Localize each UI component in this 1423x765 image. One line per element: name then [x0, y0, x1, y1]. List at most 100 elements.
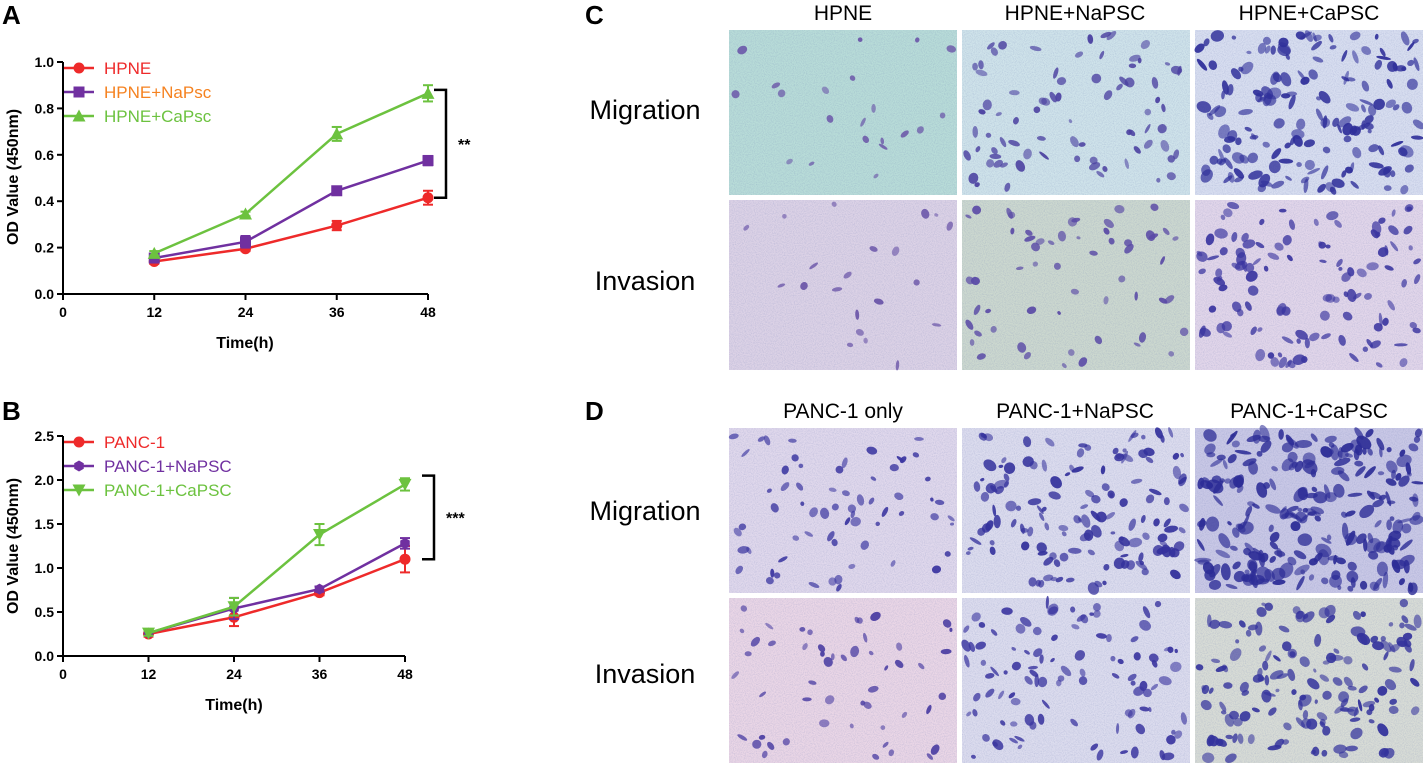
stained-cell	[1071, 466, 1084, 473]
stained-cell	[1329, 45, 1337, 50]
stained-cell	[1374, 520, 1382, 528]
stained-cell	[1322, 146, 1331, 154]
stained-cell	[1138, 332, 1147, 343]
stained-cell	[1263, 692, 1276, 697]
stained-cell	[1029, 721, 1037, 730]
stained-cell	[1407, 582, 1418, 596]
stained-cell	[1232, 527, 1240, 538]
stained-cell	[1301, 356, 1308, 363]
stained-cell	[1384, 265, 1394, 271]
stained-cell	[1307, 678, 1320, 690]
stained-cell	[1103, 227, 1110, 235]
stained-cell	[986, 159, 995, 168]
chart-a-series-1	[148, 189, 434, 268]
stained-cell	[1287, 505, 1299, 512]
stained-cell	[1231, 232, 1238, 242]
stained-cell	[1281, 306, 1291, 316]
stained-cell	[1374, 33, 1379, 40]
stained-cell	[1130, 478, 1143, 484]
stained-cell	[1307, 168, 1321, 175]
stained-cell	[1091, 73, 1102, 84]
stained-cell	[1391, 209, 1396, 217]
stained-cell	[1076, 236, 1081, 240]
chart-a-data-point	[422, 155, 434, 167]
stained-cell	[1279, 508, 1289, 520]
stained-cell	[1384, 245, 1389, 256]
stained-cell	[1350, 180, 1359, 189]
stained-cell	[1385, 478, 1397, 486]
stained-cell	[1106, 634, 1112, 643]
stained-cell	[782, 738, 790, 746]
stained-cell	[1116, 723, 1120, 734]
stained-cell	[863, 337, 868, 344]
chart-b-ytick-label: 2.0	[35, 472, 55, 488]
stained-cell	[1290, 521, 1301, 532]
stained-cell	[1224, 478, 1231, 484]
stained-cell	[974, 182, 980, 188]
stained-cell	[1219, 701, 1227, 712]
stained-cell	[1394, 343, 1408, 347]
stained-cell	[1231, 35, 1237, 40]
micrograph-grid	[728, 30, 1423, 764]
stained-cell	[1329, 449, 1334, 455]
stained-cell	[1401, 615, 1409, 624]
chart-b-legend-label: PANC-1+CaPSC	[104, 481, 232, 500]
stained-cell	[1349, 353, 1359, 363]
stained-cell	[1285, 175, 1292, 181]
stained-cell	[777, 89, 786, 98]
stained-cell	[870, 611, 881, 622]
stained-cell	[890, 560, 896, 567]
stained-cell	[733, 527, 742, 537]
stained-cell	[791, 454, 799, 462]
stained-cell	[1345, 530, 1356, 546]
stained-cell	[1166, 735, 1176, 745]
stained-cell	[967, 546, 974, 551]
stained-cell	[1091, 525, 1102, 538]
stained-cell	[1034, 674, 1040, 688]
chart-a-xtick-label: 24	[238, 304, 254, 320]
stained-cell	[1120, 553, 1129, 558]
stained-cell	[1038, 97, 1047, 105]
stained-cell	[836, 584, 842, 592]
stained-cell	[782, 213, 787, 219]
stained-cell	[1300, 176, 1310, 184]
stained-cell	[1108, 237, 1115, 245]
stained-cell	[983, 433, 994, 442]
chart-b-xlabel: Time(h)	[205, 697, 262, 714]
stained-cell	[966, 711, 972, 717]
stained-cell	[1198, 325, 1206, 338]
stained-cell	[1247, 559, 1258, 571]
stained-cell	[1412, 119, 1423, 130]
stained-cell	[1349, 31, 1361, 41]
stained-cell	[777, 283, 786, 288]
stained-cell	[1390, 140, 1404, 147]
stained-cell	[1211, 475, 1222, 484]
stained-cell	[871, 103, 876, 113]
stained-cell	[901, 711, 908, 718]
panel-d-micrograph-r2c2	[961, 595, 1190, 763]
stained-cell	[1230, 433, 1235, 438]
stained-cell	[1402, 632, 1413, 641]
stained-cell	[990, 47, 998, 56]
stained-cell	[942, 619, 952, 628]
stained-cell	[1209, 619, 1221, 629]
panel-d-col-1: PANC-1 only	[783, 400, 903, 423]
stained-cell	[1213, 495, 1223, 506]
stained-cell	[1201, 684, 1210, 695]
stained-cell	[1180, 712, 1187, 725]
stained-cell	[1110, 655, 1116, 662]
stained-cell	[860, 117, 866, 127]
stained-cell	[1287, 556, 1297, 566]
stained-cell	[889, 464, 899, 472]
stained-cell	[1377, 471, 1385, 476]
stained-cell	[800, 281, 808, 291]
stained-cell	[896, 642, 903, 651]
stained-cell	[1333, 483, 1345, 498]
stained-cell	[1386, 460, 1398, 474]
stained-cell	[1157, 533, 1168, 543]
stained-cell	[992, 504, 997, 517]
stained-cell	[1118, 275, 1126, 283]
stained-cell	[1297, 487, 1309, 501]
stained-cell	[1163, 518, 1171, 528]
stained-cell	[1127, 673, 1137, 682]
